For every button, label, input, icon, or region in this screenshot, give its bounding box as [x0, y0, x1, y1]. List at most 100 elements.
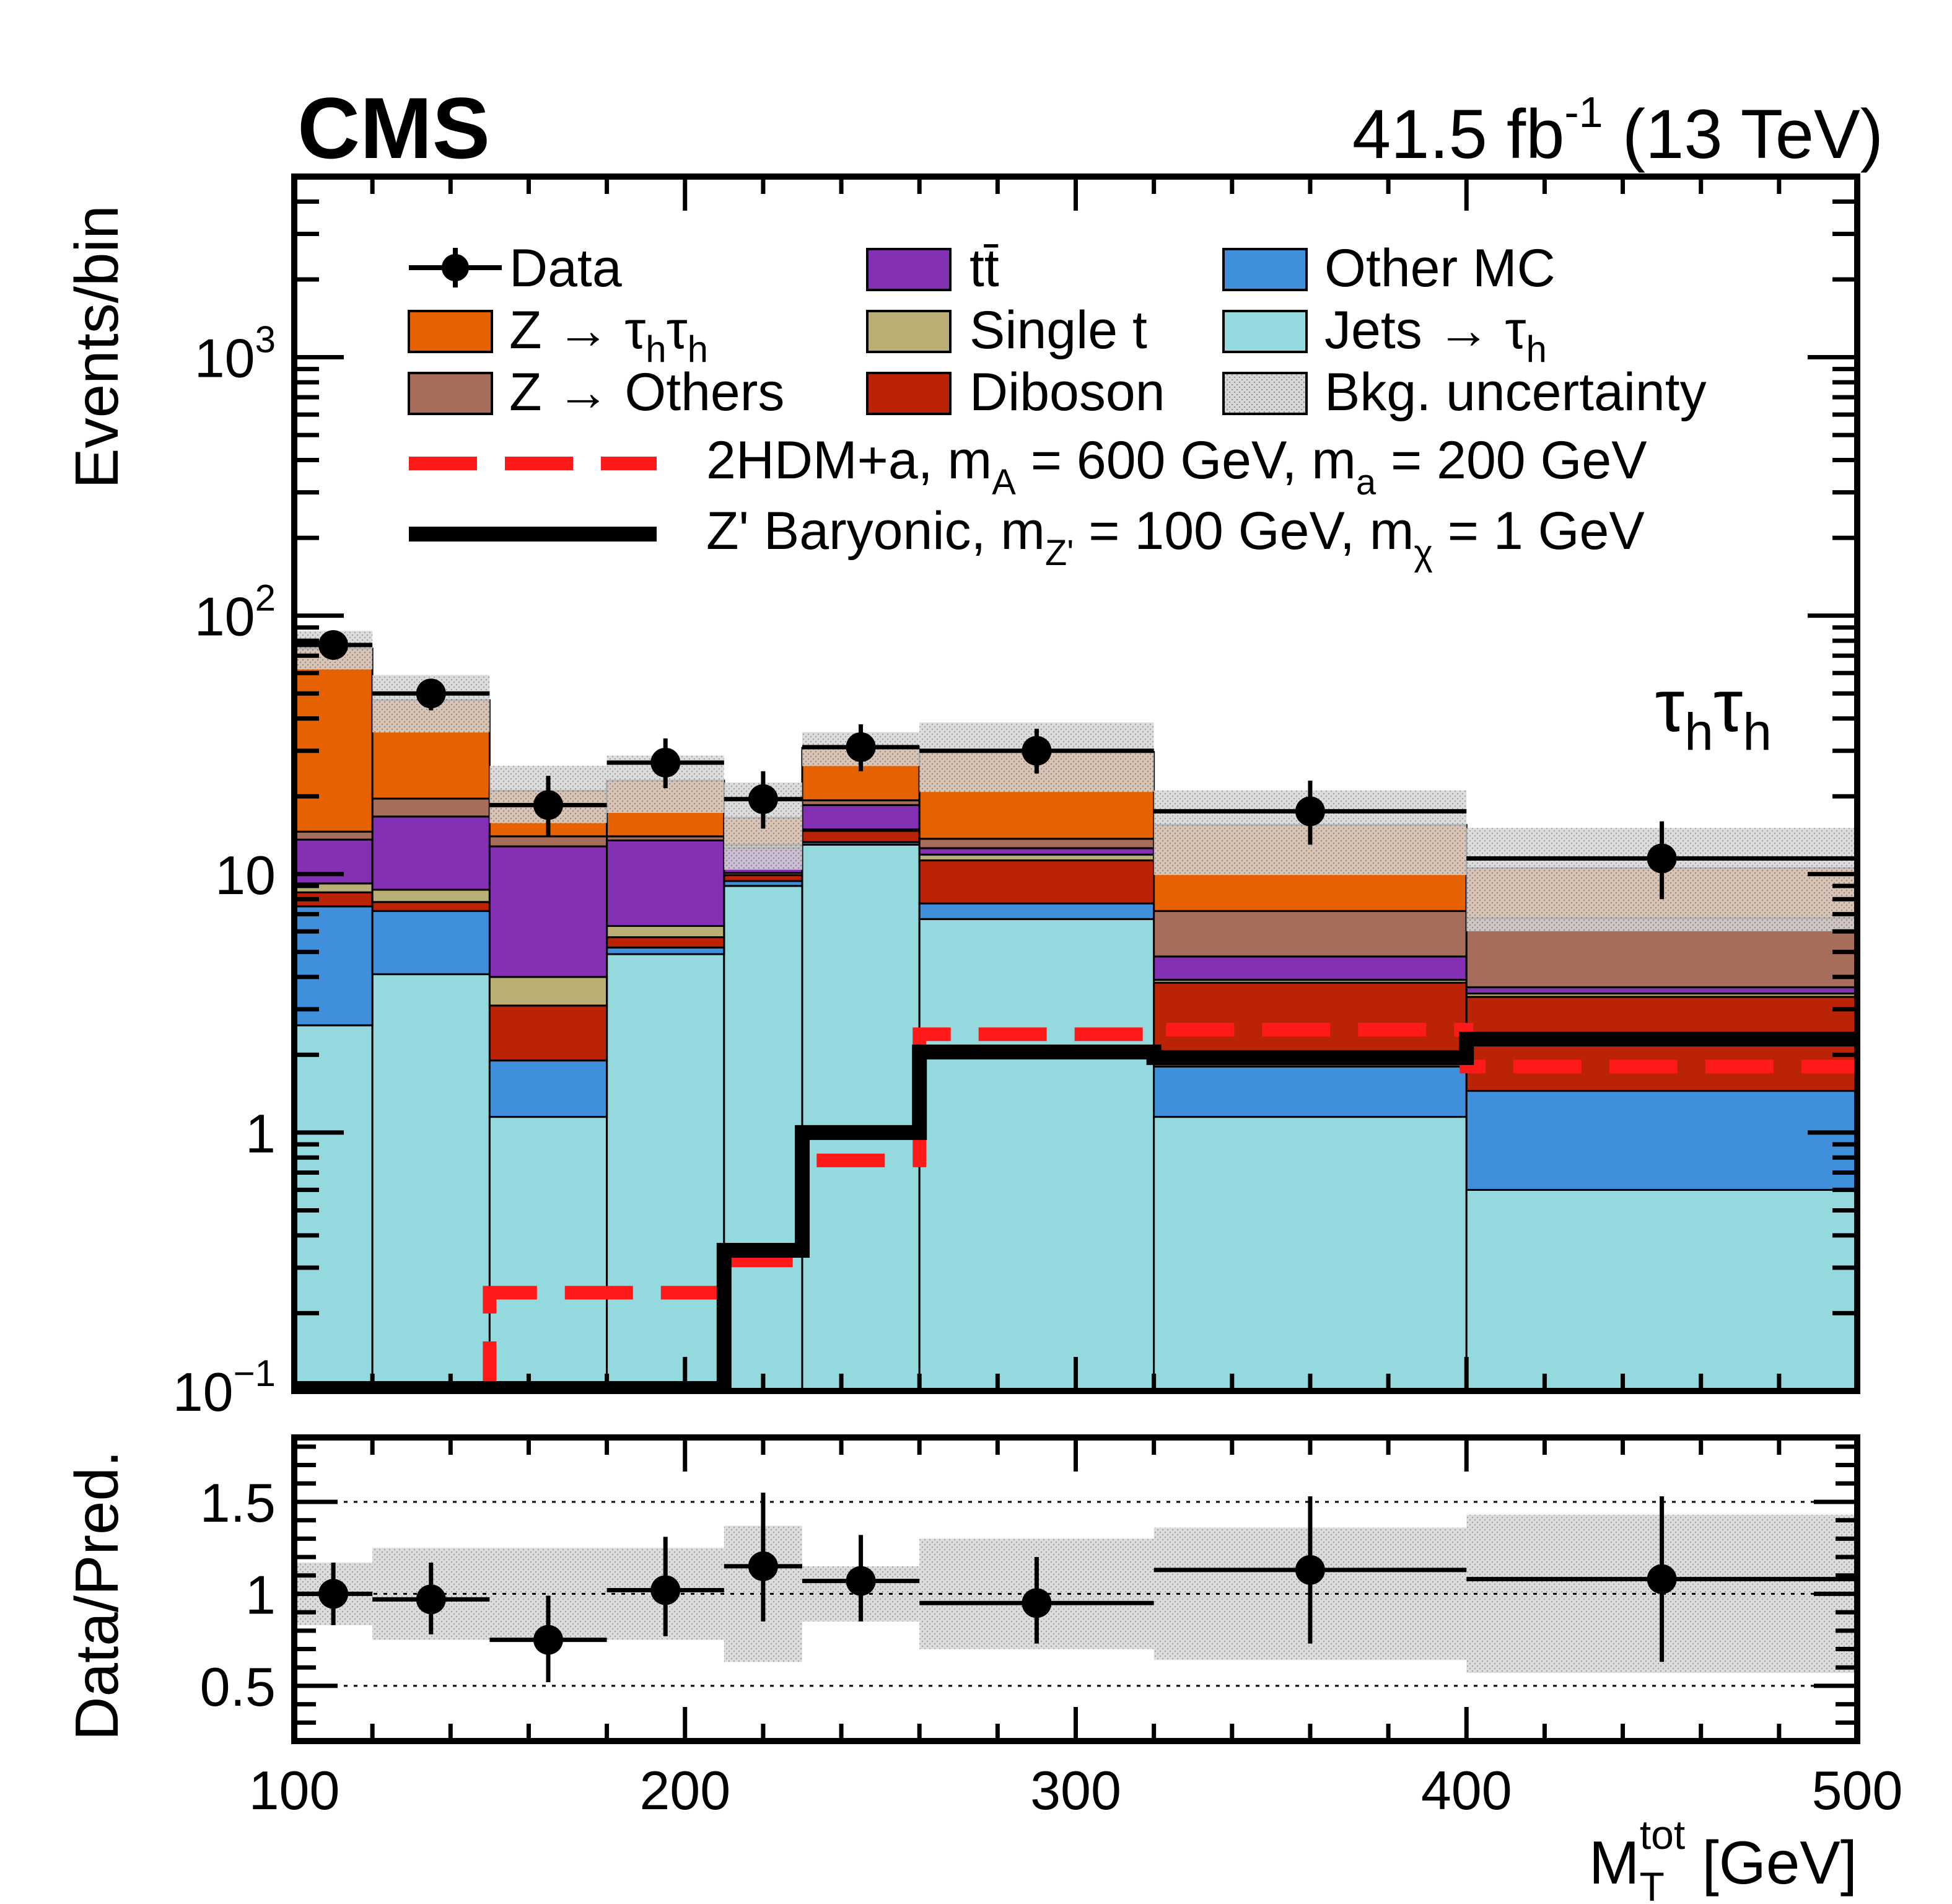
- stack-bar-ztt: [294, 647, 374, 833]
- stack-bar-jets: [1465, 1188, 1857, 1391]
- legend-label-unc: Bkg. uncertainty: [1324, 362, 1707, 422]
- y-axis-title: Events/bin: [63, 205, 131, 489]
- legend-entry-sig-zp: Z' Baryonic, mZ' = 100 GeV, mχ = 1 GeV: [409, 501, 1645, 573]
- stack-bar-zoth: [488, 835, 608, 848]
- experiment-label: CMS: [297, 79, 490, 177]
- stack-bar-jets: [371, 973, 491, 1391]
- legend-label-singlet: Single t: [969, 301, 1147, 360]
- y-tick-label: 102: [195, 577, 276, 647]
- stack-bar-othermc: [488, 1059, 608, 1118]
- y-tick-label: 10: [215, 845, 276, 906]
- data-point: [1647, 843, 1677, 874]
- x-tick-label: 400: [1421, 1760, 1512, 1821]
- stack-bar-zoth: [1153, 910, 1468, 958]
- stack-bar-othermc: [918, 902, 1155, 920]
- ratio-y-tick-label: 1: [245, 1564, 276, 1625]
- y-tick-label: 103: [195, 319, 276, 389]
- legend-entry-singlet: Single t: [866, 301, 1147, 360]
- channel-label: τhτh: [1655, 664, 1772, 761]
- legend-label-jets: Jets → τh: [1324, 301, 1547, 370]
- data-point: [650, 747, 681, 778]
- stack-bar-ttbar: [1465, 986, 1857, 995]
- stack-bar-zoth: [918, 838, 1155, 849]
- signal-line-sig_zp: [716, 1032, 1857, 1391]
- legend-swatch-ttbar: [866, 248, 952, 291]
- data-points: [294, 630, 1857, 900]
- stack-bar-diboson: [371, 901, 491, 912]
- x-tick-label: 300: [1030, 1760, 1121, 1821]
- data-point: [318, 630, 349, 660]
- stack-bar-zoth: [371, 797, 491, 818]
- legend-entry-unc: Bkg. uncertainty: [1222, 362, 1707, 422]
- stack-bar-jets: [488, 1116, 608, 1391]
- main-axes: 10−1 1 10 102 103: [173, 174, 1860, 1423]
- stack-bar-diboson: [488, 1004, 608, 1062]
- legend-swatch-othermc: [1222, 248, 1308, 291]
- x-tick-label: 100: [249, 1760, 340, 1821]
- ratio-point: [1022, 1588, 1052, 1618]
- legend-label-zoth: Z → Others: [509, 362, 784, 422]
- stack-bar-jets: [918, 918, 1155, 1391]
- stack-bar-singlet: [371, 888, 491, 903]
- stack-bar-zoth: [294, 830, 374, 841]
- ratio-point: [748, 1551, 778, 1581]
- legend-label-ttbar: tt̄: [969, 239, 999, 298]
- stack-bar-jets: [723, 885, 803, 1391]
- stack-bar-jets: [1153, 1116, 1468, 1391]
- legend-label-sig-zp: Z' Baryonic, mZ' = 100 GeV, mχ = 1 GeV: [706, 501, 1645, 573]
- stack-bar-othermc: [606, 946, 725, 955]
- ratio-point: [846, 1566, 876, 1596]
- legend-swatch-diboson: [866, 372, 952, 415]
- stack-bar-ttbar: [801, 804, 921, 831]
- legend-entry-sig-2hdma: 2HDM+a, mA = 600 GeV, ma = 200 GeV: [409, 431, 1647, 502]
- y-tick-label: 10−1: [173, 1353, 276, 1423]
- legend-entry-ttbar: tt̄: [866, 239, 999, 298]
- legend-entry-diboson: Diboson: [866, 362, 1165, 422]
- stack-bar-jets: [801, 843, 921, 1391]
- ratio-y-tick-label: 1.5: [200, 1472, 276, 1533]
- stack-bar-ttbar: [371, 815, 491, 891]
- data-point: [846, 732, 876, 762]
- legend: Data tt̄ Other MC Z → τhτh Single t Jets…: [408, 239, 1707, 573]
- stack-bar-ttbar: [606, 839, 725, 927]
- ratio-points: [294, 1493, 1857, 1682]
- stack-bar-singlet: [488, 976, 608, 1007]
- stack-bar-diboson: [801, 830, 921, 843]
- legend-swatch-ztt: [408, 310, 493, 353]
- ratio-gridlines: [294, 1501, 1857, 1687]
- stack-bar-singlet: [606, 924, 725, 939]
- data-point: [416, 678, 446, 709]
- legend-entry-othermc: Other MC: [1222, 239, 1556, 298]
- stack-bar-diboson: [918, 859, 1155, 905]
- legend-entry-ztt: Z → τhτh: [408, 301, 708, 370]
- legend-entry-data: Data: [409, 239, 622, 298]
- ratio-y-tick-label: 0.5: [200, 1656, 276, 1718]
- stack-bar-ttbar: [488, 845, 608, 978]
- stack-bar-ttbar: [918, 847, 1155, 856]
- legend-swatch-jets: [1222, 310, 1308, 353]
- stack-bar-ttbar: [294, 838, 374, 885]
- ratio-point: [533, 1625, 563, 1655]
- lumi-label: 41.5 fb-1 (13 TeV): [1352, 88, 1883, 173]
- x-axis-title: MTtot [GeV]: [1589, 1812, 1857, 1904]
- stack-bar-ttbar: [1153, 955, 1468, 981]
- legend-swatch-zoth: [408, 372, 493, 415]
- x-tick-label: 500: [1812, 1760, 1903, 1821]
- legend-label-sig-2hdma: 2HDM+a, mA = 600 GeV, ma = 200 GeV: [706, 431, 1647, 502]
- stack-bar-jets: [294, 1024, 374, 1391]
- x-tick-label: 200: [639, 1760, 730, 1821]
- ratio-point: [416, 1584, 446, 1615]
- ratio-point: [1647, 1564, 1677, 1594]
- legend-label-data: Data: [509, 239, 622, 298]
- data-point: [1022, 735, 1052, 766]
- stack-bar-jets: [606, 953, 725, 1391]
- legend-swatch-unc: [1222, 372, 1308, 415]
- stack-bar-othermc: [1153, 1065, 1468, 1118]
- ratio-point: [1295, 1555, 1325, 1585]
- ratio-point: [650, 1575, 681, 1605]
- data-point: [748, 784, 778, 814]
- ratio-y-axis-title: Data/Pred.: [63, 1450, 131, 1740]
- data-point: [1295, 796, 1325, 827]
- legend-swatch-singlet: [866, 310, 952, 353]
